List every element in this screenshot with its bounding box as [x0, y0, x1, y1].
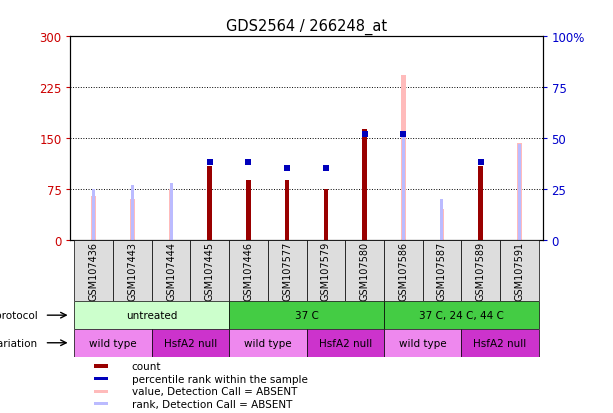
Bar [422, 240, 461, 301]
Bar [384, 329, 461, 357]
Bar [345, 240, 384, 301]
Bar [94, 365, 109, 368]
Bar [229, 301, 384, 329]
Text: GSM107589: GSM107589 [476, 241, 485, 300]
Text: GSM107444: GSM107444 [166, 242, 176, 300]
Bar [191, 240, 229, 301]
Bar [152, 240, 191, 301]
Bar [94, 389, 109, 393]
Bar [152, 329, 229, 357]
Bar [478, 167, 483, 240]
Text: rank, Detection Call = ABSENT: rank, Detection Call = ABSENT [132, 399, 292, 408]
Bar [461, 240, 500, 301]
Text: GSM107579: GSM107579 [321, 241, 331, 300]
Bar [401, 76, 406, 240]
Text: percentile rank within the sample: percentile rank within the sample [132, 374, 308, 384]
Bar [384, 240, 422, 301]
Text: GSM107577: GSM107577 [282, 241, 292, 300]
Bar [92, 189, 95, 240]
Bar [285, 180, 289, 240]
Text: value, Detection Call = ABSENT: value, Detection Call = ABSENT [132, 386, 297, 396]
Bar [362, 130, 367, 240]
Bar [229, 240, 268, 301]
Bar [94, 402, 109, 405]
Text: GSM107445: GSM107445 [205, 241, 215, 300]
Bar [229, 329, 306, 357]
Text: wild type: wild type [398, 338, 446, 348]
Text: genotype/variation: genotype/variation [0, 338, 37, 348]
Text: 37 C, 24 C, 44 C: 37 C, 24 C, 44 C [419, 311, 504, 320]
Text: GSM107436: GSM107436 [89, 242, 99, 300]
Bar [384, 301, 539, 329]
Text: GSM107446: GSM107446 [243, 242, 253, 300]
Bar [440, 210, 444, 240]
Bar [324, 189, 328, 240]
Title: GDS2564 / 266248_at: GDS2564 / 266248_at [226, 18, 387, 34]
Bar [518, 145, 521, 240]
Bar [94, 377, 109, 380]
Bar [74, 240, 113, 301]
Text: count: count [132, 361, 161, 371]
Text: GSM107580: GSM107580 [360, 241, 370, 300]
Bar [74, 329, 152, 357]
Text: GSM107587: GSM107587 [437, 241, 447, 300]
Text: wild type: wild type [89, 338, 137, 348]
Bar [246, 180, 251, 240]
Bar [130, 199, 135, 240]
Bar [131, 185, 134, 240]
Bar [402, 137, 405, 240]
Text: HsfA2 null: HsfA2 null [473, 338, 527, 348]
Bar [440, 199, 443, 240]
Text: HsfA2 null: HsfA2 null [164, 338, 217, 348]
Text: 37 C: 37 C [295, 311, 318, 320]
Text: protocol: protocol [0, 311, 37, 320]
Bar [268, 240, 306, 301]
Text: GSM107586: GSM107586 [398, 241, 408, 300]
Bar [500, 240, 539, 301]
Bar [306, 240, 345, 301]
Text: untreated: untreated [126, 311, 177, 320]
Text: HsfA2 null: HsfA2 null [319, 338, 372, 348]
Bar [517, 143, 522, 240]
Bar [207, 167, 212, 240]
Bar [169, 189, 173, 240]
Text: GSM107443: GSM107443 [128, 242, 137, 300]
Bar [91, 196, 96, 240]
Bar [74, 301, 229, 329]
Bar [113, 240, 152, 301]
Text: wild type: wild type [244, 338, 292, 348]
Bar [306, 329, 384, 357]
Bar [170, 183, 173, 240]
Bar [461, 329, 539, 357]
Text: GSM107591: GSM107591 [514, 241, 524, 300]
